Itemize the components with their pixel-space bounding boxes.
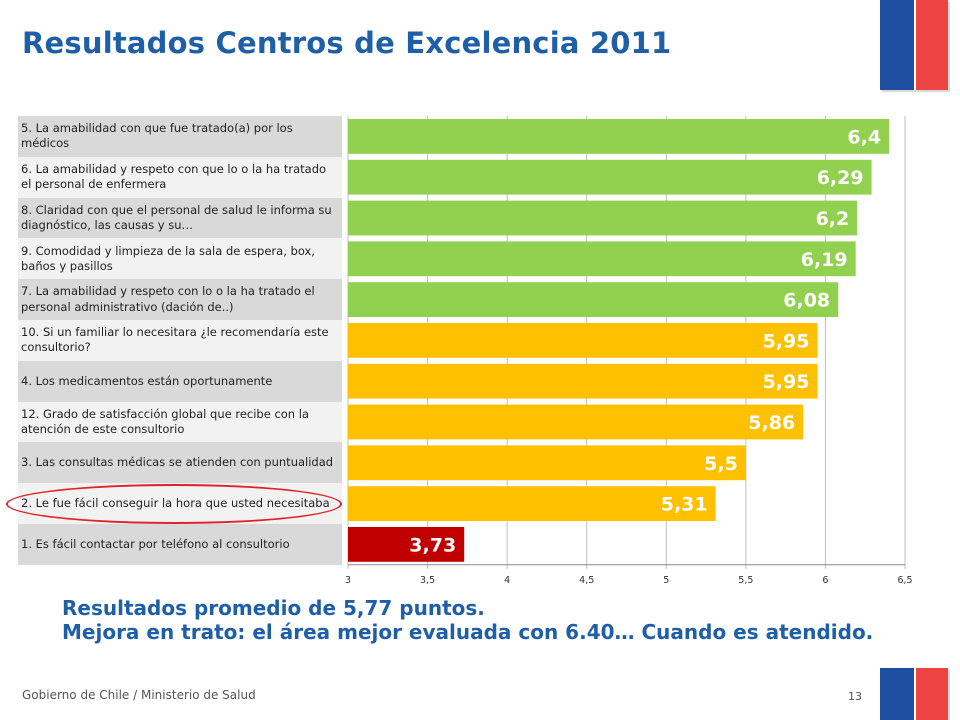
chile-flag-top-logo: [880, 0, 948, 90]
data-label: 6,29: [817, 167, 864, 189]
x-tick-label: 3: [345, 575, 351, 585]
data-label: 5,31: [661, 494, 708, 516]
data-label: 6,08: [783, 290, 830, 312]
bar: [348, 527, 465, 562]
category-label: 10. Si un familiar lo necesitara ¿le rec…: [18, 320, 342, 361]
summary-line-2: Mejora en trato: el área mejor evaluada …: [62, 620, 874, 644]
bar: [348, 445, 746, 481]
x-tick-label: 5: [663, 575, 669, 585]
data-label: 6,19: [801, 249, 848, 271]
category-label: 8. Claridad con que el personal de salud…: [18, 197, 342, 239]
bar: [348, 363, 818, 399]
x-tick-label: 6,5: [897, 575, 912, 585]
category-label: 4. Los medicamentos están oportunamente: [18, 360, 342, 402]
data-label: 5,95: [763, 330, 810, 352]
chile-flag-bottom-logo: [880, 668, 948, 720]
x-tick-label: 5,5: [738, 575, 753, 585]
page-title: Resultados Centros de Excelencia 2011: [22, 26, 672, 60]
summary-text: Resultados promedio de 5,77 puntos. Mejo…: [62, 596, 882, 644]
category-label: 5. La amabilidad con que fue tratado(a) …: [18, 116, 342, 157]
bar: [348, 241, 856, 277]
bar: [348, 119, 890, 154]
bar: [348, 486, 716, 521]
page-number: 13: [848, 690, 862, 703]
bar: [348, 404, 804, 440]
data-label: 5,95: [763, 371, 810, 393]
bar: [348, 200, 858, 236]
data-label: 6,2: [816, 208, 850, 230]
footer-organization: Gobierno de Chile / Ministerio de Salud: [22, 688, 256, 702]
data-label: 5,5: [704, 453, 738, 475]
highlight-ellipse: [6, 484, 342, 524]
bar: [348, 323, 818, 358]
summary-line-1: Resultados promedio de 5,77 puntos.: [62, 596, 485, 620]
category-label: 1. Es fácil contactar por teléfono al co…: [18, 524, 342, 565]
x-tick-label: 4,5: [579, 575, 594, 585]
bar-chart: 3 3,5 4 4,5 5 5,5 6 6,5 6,4 6,29 6,2 6,19 6,08 5,95 5,…: [345, 116, 912, 585]
bar: [348, 159, 872, 195]
x-tick-label: 3,5: [420, 575, 435, 585]
data-label: 6,4: [847, 126, 881, 148]
category-label: 3. Las consultas médicas se atienden con…: [18, 442, 342, 484]
data-label: 3,73: [409, 534, 456, 556]
x-tick-label: 4: [504, 575, 510, 585]
x-tick-label: 6: [822, 575, 828, 585]
bar: [348, 282, 839, 317]
category-label: 7. La amabilidad y respeto con lo o la h…: [18, 279, 342, 320]
data-label: 5,86: [748, 412, 795, 434]
category-label: 9. Comodidad y limpieza de la sala de es…: [18, 238, 342, 280]
category-label: 6. La amabilidad y respeto con que lo o …: [18, 156, 342, 198]
category-label: 12. Grado de satisfacción global que rec…: [18, 401, 342, 443]
